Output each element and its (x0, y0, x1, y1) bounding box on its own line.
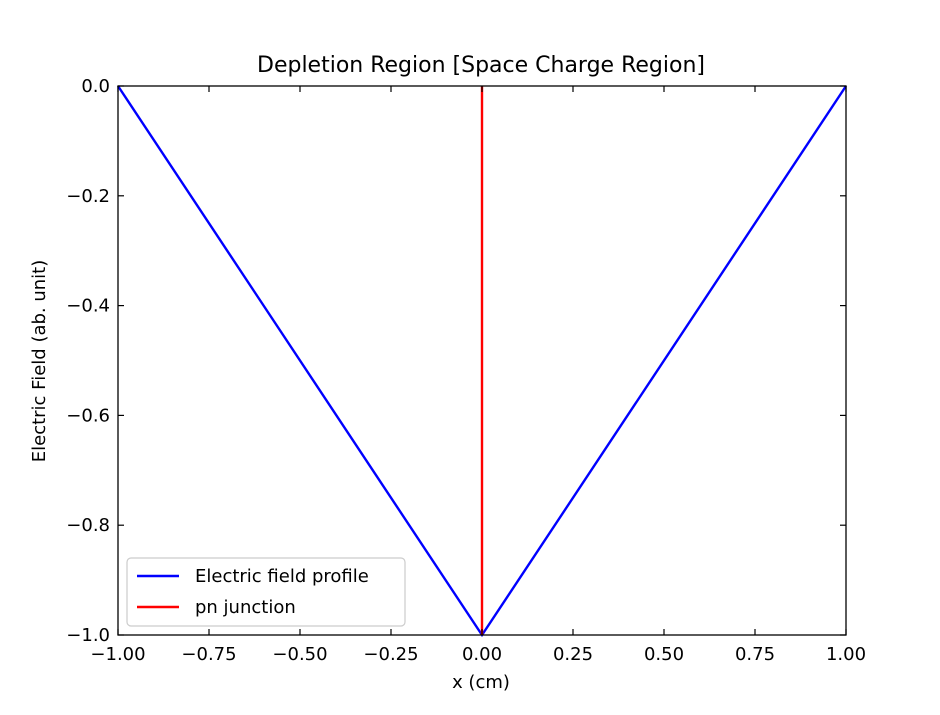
y-tick-label: 0.0 (81, 76, 110, 97)
legend-box (126, 557, 406, 627)
x-tick-label: −0.75 (181, 644, 236, 665)
x-tick-label: −0.25 (363, 644, 418, 665)
axes-layer: −1.00 −0.75 −0.50 −0.25 0.00 0.25 0.50 0.75 1.00… (66, 76, 866, 665)
legend-label-1: Electric field profile (195, 566, 369, 587)
y-tick-label: −0.2 (66, 186, 110, 207)
legend: Electric field profile pn junction (126, 557, 406, 627)
y-tick-label: −0.8 (66, 515, 110, 536)
y-tick-label: −0.6 (66, 405, 110, 426)
y-axis-label: Electric Field (ab. unit) (29, 260, 50, 463)
x-tick-label: 1.00 (826, 644, 866, 665)
x-tick-label: −1.00 (90, 644, 145, 665)
x-tick-label: 0.50 (644, 644, 684, 665)
x-tick-label: −0.50 (272, 644, 327, 665)
y-tick-label: −0.4 (66, 296, 110, 317)
x-tick-label: 0.75 (735, 644, 775, 665)
x-axis-label: x (cm) (452, 672, 510, 693)
y-tick-label: −1.0 (66, 625, 110, 646)
legend-label-2: pn junction (195, 597, 296, 618)
x-tick-label: 0.00 (462, 644, 502, 665)
x-tick-label: 0.25 (553, 644, 593, 665)
chart-title: Depletion Region [Space Charge Region] (257, 53, 705, 78)
